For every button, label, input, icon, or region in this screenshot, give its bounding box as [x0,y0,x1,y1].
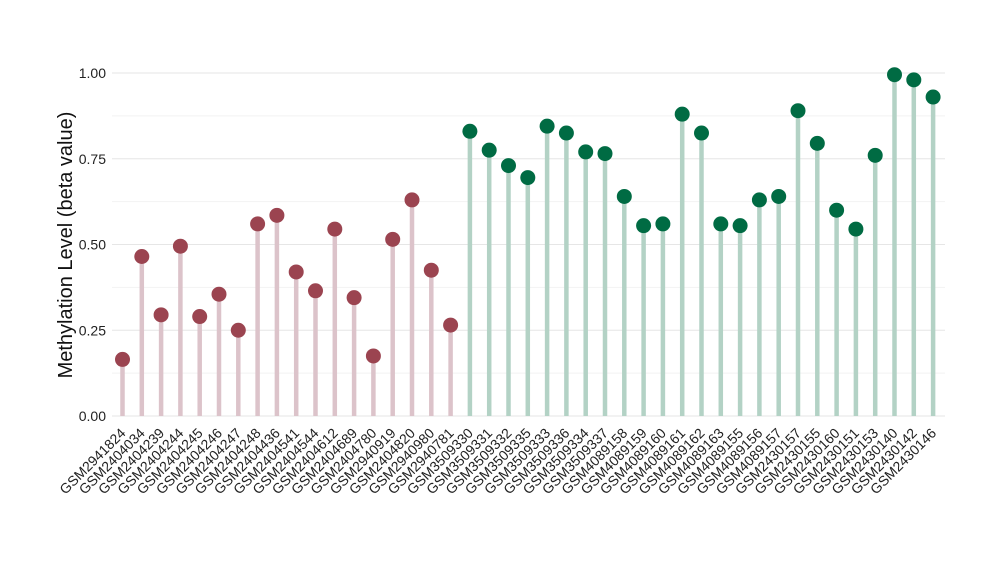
lollipop-point [809,135,825,151]
lollipop-point [211,286,227,302]
lollipop-point [713,216,729,232]
lollipop-point [732,218,748,234]
lollipop-point [423,262,439,278]
lollipop-point [751,192,767,208]
lollipop-point [790,103,806,119]
lollipop-point [230,322,246,338]
lollipop-point [539,118,555,134]
x-axis-tick-labels: GSM2941824GSM2404034GSM2404239GSM2404244… [56,425,939,498]
lollipop-point [848,221,864,237]
lollipop-point [558,125,574,141]
y-tick-label: 0.50 [79,237,106,253]
lollipop-point [771,188,787,204]
lollipop-point [481,142,497,158]
lollipop-point [694,125,709,141]
lollipop-point [636,218,652,234]
lollipop-point [443,317,459,333]
lollipop-point [906,72,922,88]
lollipop-point [115,351,130,367]
y-tick-label: 0.75 [79,151,106,167]
lollipop-point [616,188,632,204]
lollipop-point [250,216,266,232]
lollipop-point [327,221,343,237]
lollipop-point [134,249,150,265]
lollipop-point [520,170,536,186]
lollipop-point [404,192,420,208]
lollipop-point [346,290,362,306]
lollipop-point [655,216,671,232]
lollipop-point [674,106,690,122]
lollipop-point [462,123,478,139]
lollipop-point [192,309,208,325]
lollipop-point [578,144,594,160]
lollipop-point [308,283,323,299]
y-tick-label: 1.00 [79,65,106,81]
y-tick-label: 0.25 [79,322,106,338]
lollipop-point [172,238,188,254]
lollipop-point [153,307,169,323]
lollipop-point [867,147,883,163]
lollipop-point [597,146,613,162]
lollipop-point [829,202,845,218]
lollipop-point [288,264,304,280]
lollipop-point [385,231,401,247]
lollipop-point [925,89,941,105]
lollipop-point [269,207,285,223]
stems [120,74,936,416]
y-tick-label: 0.00 [79,408,106,424]
lollipop-point [887,67,902,83]
points [115,67,941,367]
y-axis-ticks: 0.00 0.25 0.50 0.75 1.00 [79,65,106,424]
lollipop-point [365,348,381,364]
y-axis-title: Methylation Level (beta value) [55,112,77,379]
lollipop-point [501,158,516,174]
